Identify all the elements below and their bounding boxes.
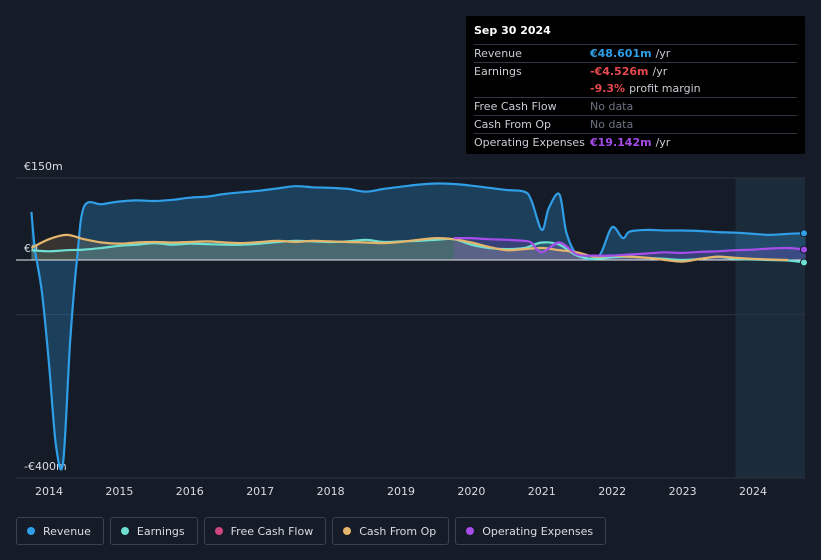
legend-label: Free Cash Flow	[230, 524, 314, 538]
tooltip-row-label: Revenue	[474, 47, 522, 60]
x-tick-label: 2014	[35, 485, 63, 498]
tooltip-row: Earnings -€4.526m/yr	[474, 62, 797, 80]
x-tick-label: 2019	[387, 485, 415, 498]
x-tick-label: 2024	[739, 485, 767, 498]
hover-tooltip: Sep 30 2024 Revenue €48.601m/yr Earnings -€…	[466, 16, 805, 154]
series-area-operating-expenses	[453, 238, 806, 260]
tooltip-row: Free Cash Flow No data	[474, 97, 797, 115]
tooltip-row: Operating Expenses €19.142m/yr	[474, 133, 797, 151]
x-tick-label: 2016	[176, 485, 204, 498]
x-tick-label: 2020	[457, 485, 485, 498]
tooltip-row-label: Earnings	[474, 65, 522, 78]
series-area-cash-from-op	[31, 234, 789, 262]
tooltip-row-value: €19.142m	[590, 136, 652, 149]
x-tick-label: 2015	[105, 485, 133, 498]
tooltip-rows: Revenue €48.601m/yr Earnings -€4.526m/yr -9.…	[474, 44, 797, 151]
legend-label: Operating Expenses	[482, 524, 594, 538]
legend-item-operating-expenses[interactable]: Operating Expenses	[455, 517, 607, 545]
legend-item-earnings[interactable]: Earnings	[109, 517, 198, 545]
y-tick-label: -€400m	[24, 460, 67, 473]
tooltip-row-label: Operating Expenses	[474, 136, 585, 149]
series-line-operating-expenses	[453, 236, 806, 257]
legend-dot-icon	[27, 527, 35, 535]
tooltip-row-value: No data	[590, 118, 634, 131]
series-line-revenue	[30, 182, 806, 471]
legend-label: Revenue	[43, 524, 91, 538]
series-line-cash-from-op	[30, 233, 789, 263]
x-tick-label: 2017	[246, 485, 274, 498]
tooltip-row-value: -€4.526m	[590, 65, 649, 78]
tooltip-row: Cash From Op No data	[474, 115, 797, 133]
tooltip-row-value: No data	[590, 100, 634, 113]
x-tick-label: 2021	[528, 485, 556, 498]
legend-item-free-cash-flow[interactable]: Free Cash Flow	[203, 517, 327, 545]
tooltip-row-value: -9.3%	[590, 82, 626, 95]
legend-dot-icon	[343, 527, 352, 535]
legend-dot-icon	[466, 527, 475, 535]
x-tick-label: 2022	[598, 485, 626, 498]
legend-label: Cash From Op	[359, 524, 437, 538]
tooltip-row: Revenue €48.601m/yr	[474, 44, 797, 62]
forecast-shade	[735, 178, 805, 478]
legend-item-cash-from-op[interactable]: Cash From Op	[332, 517, 450, 545]
series-end-point-operating-expenses	[800, 245, 808, 254]
legend-label: Earnings	[136, 524, 185, 538]
tooltip-row-unit: /yr	[655, 47, 671, 60]
chart-legend: Revenue Earnings Free Cash Flow Cash From O…	[16, 517, 607, 545]
tooltip-date: Sep 30 2024	[474, 24, 551, 37]
x-tick-label: 2023	[669, 485, 697, 498]
y-tick-label: €150m	[24, 160, 63, 173]
tooltip-row-value: €48.601m	[590, 47, 652, 60]
legend-dot-icon	[214, 527, 223, 535]
tooltip-row-label	[474, 80, 590, 97]
series-end-point-revenue	[800, 229, 808, 238]
series-end-point-earnings	[800, 258, 808, 267]
tooltip-row-unit: profit margin	[629, 82, 701, 95]
tooltip-row: -9.3% profit margin	[474, 80, 797, 97]
tooltip-row-unit: /yr	[655, 136, 671, 149]
series-area-revenue	[31, 183, 806, 470]
x-tick-label: 2018	[317, 485, 345, 498]
tooltip-row-label: Free Cash Flow	[474, 100, 557, 113]
tooltip-row-unit: /yr	[652, 65, 668, 78]
legend-item-revenue[interactable]: Revenue	[16, 517, 104, 545]
legend-dot-icon	[120, 527, 129, 535]
tooltip-row-label: Cash From Op	[474, 118, 552, 131]
